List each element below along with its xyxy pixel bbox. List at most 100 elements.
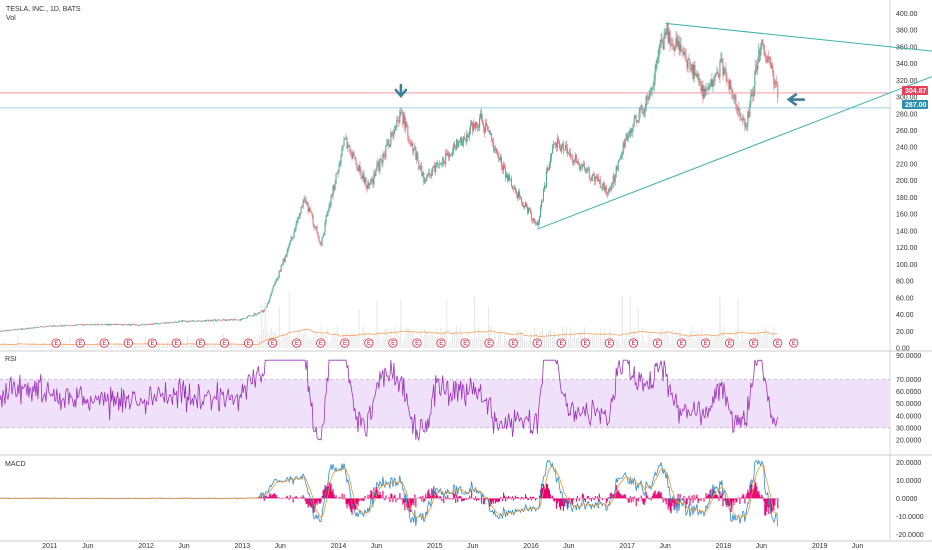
price-tick-label: 300.00 xyxy=(896,95,918,102)
volume-bar xyxy=(474,296,476,348)
volume-bar xyxy=(310,339,312,348)
earnings-marker-label: E xyxy=(728,341,732,347)
candle-body xyxy=(591,174,593,181)
candle-body xyxy=(489,130,491,134)
volume-bar xyxy=(577,336,579,348)
macd-histogram-bar xyxy=(461,498,463,502)
macd-histogram-bar xyxy=(621,495,623,499)
candle-body xyxy=(20,328,22,330)
earnings-marker-icon xyxy=(244,338,254,348)
macd-histogram-bar xyxy=(517,496,519,499)
volume-bar xyxy=(3,344,5,348)
volume-bar xyxy=(697,330,699,348)
candle-body xyxy=(508,175,510,181)
time-axis[interactable]: 2011 Jun 2012 Jun 2013 Jun 2014 Jun 2015 Jun 2016 J… xyxy=(42,543,863,550)
macd-histogram-bar xyxy=(648,498,650,500)
macd-histogram-bar xyxy=(309,498,311,507)
macd-histogram-bar xyxy=(384,498,386,501)
candle-body xyxy=(440,163,442,165)
macd-histogram-bar xyxy=(560,498,562,507)
candle-body xyxy=(739,111,741,116)
macd-histogram-bar xyxy=(326,485,328,499)
candle-body xyxy=(615,166,617,176)
macd-histogram-bar xyxy=(598,493,600,499)
candle-body xyxy=(301,206,303,208)
candle-body xyxy=(531,219,533,221)
candle-body xyxy=(702,85,704,99)
candle-body xyxy=(193,321,195,322)
rsi-pane[interactable]: 90.000070.000060.000050.000040.000030.00… xyxy=(0,353,932,456)
macd-histogram-bar xyxy=(495,498,497,504)
candle-body xyxy=(564,145,566,151)
volume-bar xyxy=(771,334,773,348)
candle-body xyxy=(32,327,34,329)
macd-histogram-bar xyxy=(333,494,335,499)
candle-body xyxy=(696,74,698,77)
time-tick-label: 2018 xyxy=(716,543,732,550)
macd-histogram-bar xyxy=(288,498,290,500)
candle-body xyxy=(665,32,667,35)
candle-body xyxy=(19,328,21,330)
candle-body xyxy=(353,152,355,156)
volume-bar xyxy=(250,346,252,348)
macd-histogram-bar xyxy=(400,498,402,500)
macd-histogram-bar xyxy=(325,486,327,499)
trendline xyxy=(665,22,932,52)
volume-label: Vol xyxy=(6,15,16,22)
earnings-marker-label: E xyxy=(487,341,491,347)
candle-body xyxy=(585,171,587,173)
candle-body xyxy=(338,165,340,171)
candle-body xyxy=(59,325,61,327)
earnings-marker-label: E xyxy=(632,341,636,347)
candle-body xyxy=(443,158,445,164)
candle-body xyxy=(539,207,541,218)
volume-bar xyxy=(773,326,775,348)
macd-histogram-bar xyxy=(707,494,709,499)
macd-histogram-bar xyxy=(281,498,283,500)
candle-body xyxy=(432,167,434,172)
candle-body xyxy=(720,58,722,63)
candle-body xyxy=(481,113,483,120)
candle-body xyxy=(82,324,84,326)
macd-histogram-bar xyxy=(588,498,590,500)
candle-body xyxy=(179,320,181,322)
candle-body xyxy=(101,324,103,325)
macd-histogram-bar xyxy=(528,497,531,499)
macd-histogram-bar xyxy=(354,498,356,510)
macd-histogram-bar xyxy=(679,494,681,499)
candle-body xyxy=(145,324,147,326)
macd-histogram-bar xyxy=(473,498,475,500)
candle-body xyxy=(518,191,520,198)
earnings-marker-icon xyxy=(75,338,85,348)
volume-bar xyxy=(494,332,496,348)
candle-body xyxy=(394,125,396,131)
candle-body xyxy=(581,164,583,167)
candle-body xyxy=(424,179,426,183)
arrow-down-icon xyxy=(394,83,408,99)
macd-histogram-bar xyxy=(576,496,578,499)
macd-histogram-bar xyxy=(395,498,397,503)
volume-bar xyxy=(380,342,382,348)
candle-body xyxy=(722,58,724,76)
macd-histogram-bar xyxy=(524,494,527,499)
macd-histogram-bar xyxy=(445,496,447,499)
candle-body xyxy=(608,188,610,192)
volume-bar xyxy=(87,344,89,348)
candle-body xyxy=(404,115,406,129)
candle-body xyxy=(0,330,2,332)
candle-body xyxy=(655,63,657,71)
macd-histogram-bar xyxy=(413,498,415,506)
volume-bar xyxy=(354,332,356,348)
candle-body xyxy=(595,176,597,179)
candle-body xyxy=(516,191,518,196)
candle-body xyxy=(676,37,678,46)
volume-bar xyxy=(306,339,308,348)
volume-bar xyxy=(141,346,143,348)
candle-body xyxy=(168,322,170,324)
macd-histogram-bar xyxy=(506,496,508,499)
macd-histogram-bar xyxy=(540,483,543,499)
candle-body xyxy=(386,143,388,146)
